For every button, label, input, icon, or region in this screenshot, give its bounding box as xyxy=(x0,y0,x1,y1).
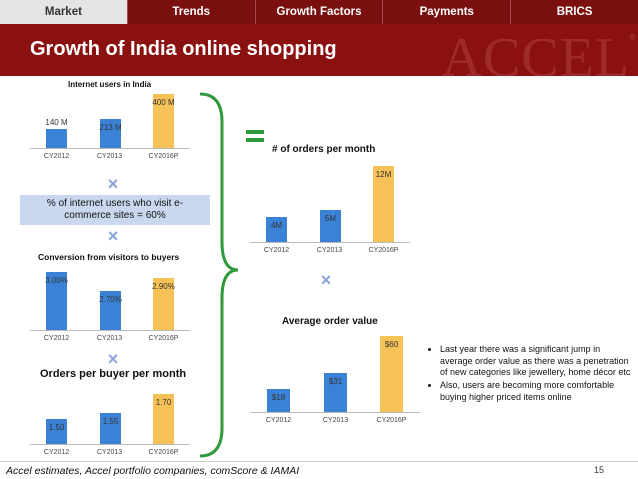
x-axis-line xyxy=(250,412,420,413)
data-label: 1.70 xyxy=(155,398,172,407)
chart-title: Orders per buyer per month xyxy=(40,368,187,380)
data-label: $18 xyxy=(271,393,286,402)
chart-title: Internet users in India xyxy=(68,80,152,89)
equals-icon xyxy=(246,130,264,142)
title-bar: ACCEL ® Growth of India online shopping xyxy=(0,24,638,76)
category-label: CY2013 xyxy=(96,449,123,456)
bullet-item: Last year there was a significant jump i… xyxy=(440,344,634,379)
category-label: CY2016P xyxy=(148,449,179,456)
bar-cy2012 xyxy=(267,389,290,412)
category-label: CY2013 xyxy=(96,153,123,160)
chart-title: Average order value xyxy=(282,316,378,327)
footer: Accel estimates, Accel portfolio compani… xyxy=(0,461,638,479)
bullet-item: Also, users are becoming more comfortabl… xyxy=(440,380,634,403)
visitor-share-box: % of internet users who visit e-commerce… xyxy=(20,195,210,225)
category-label: CY2012 xyxy=(43,153,70,160)
bar-cy2012 xyxy=(46,129,67,148)
data-label: 3.00% xyxy=(45,276,68,285)
chart-orders-per-month: # of orders per month 4M CY2012 5M CY2013 12… xyxy=(250,142,420,258)
category-label: CY2012 xyxy=(43,335,70,342)
data-label: 400 M xyxy=(152,98,175,107)
x-axis-line xyxy=(30,148,190,149)
data-label: 140 M xyxy=(45,118,68,127)
chart-conversion: Conversion from visitors to buyers 3.00%… xyxy=(30,250,200,346)
bar-cy2013 xyxy=(100,291,121,330)
chart-orders-per-buyer: Orders per buyer per month 1.50 CY2012 1.5… xyxy=(30,366,210,460)
chart-plot: 140 M CY2012 213 M CY2013 400 M CY2016P xyxy=(30,94,190,160)
data-label: 213 M xyxy=(99,123,122,132)
bar-cy2013 xyxy=(100,413,121,444)
tab-payments[interactable]: Payments xyxy=(383,0,512,24)
data-label: $31 xyxy=(328,377,343,386)
insight-bullets: Last year there was a significant jump i… xyxy=(428,344,634,404)
chart-title: # of orders per month xyxy=(272,144,376,155)
bar-cy2016p xyxy=(153,394,174,444)
category-label: CY2012 xyxy=(43,449,70,456)
category-label: CY2016P xyxy=(148,153,179,160)
chart-plot: 3.00% CY2012 2.70% CY2013 2.90% CY2016P xyxy=(30,272,190,342)
data-label: 1.50 xyxy=(48,423,65,432)
accel-watermark-logo: ACCEL xyxy=(441,27,630,76)
category-label: CY2016P xyxy=(376,417,407,424)
chart-internet-users: Internet users in India 140 M CY2012 213 M… xyxy=(30,78,200,168)
category-label: CY2013 xyxy=(322,417,349,424)
chart-plot: 1.50 CY2012 1.55 CY2013 1.70 CY2016P xyxy=(30,394,190,456)
bar-cy2016p xyxy=(380,336,403,412)
chart-title: Conversion from visitors to buyers xyxy=(38,252,180,262)
bar-cy2013 xyxy=(320,210,341,242)
bar-cy2012 xyxy=(266,217,287,242)
data-label: 1.55 xyxy=(102,417,119,426)
multiply-icon: × xyxy=(320,270,332,290)
bar-cy2012 xyxy=(46,272,67,330)
category-label: CY2013 xyxy=(316,247,343,254)
tab-trends[interactable]: Trends xyxy=(128,0,256,24)
multiply-icon: × xyxy=(107,226,119,246)
source-note: Accel estimates, Accel portfolio compani… xyxy=(6,465,300,477)
data-label: $60 xyxy=(384,340,399,349)
x-axis-line xyxy=(30,330,190,331)
category-label: CY2012 xyxy=(263,247,290,254)
data-label: 12M xyxy=(375,170,392,179)
right-curly-brace-icon xyxy=(199,92,239,458)
category-label: CY2016P xyxy=(368,247,399,254)
tab-growth-factors[interactable]: Growth Factors xyxy=(256,0,384,24)
x-axis-line xyxy=(30,444,190,445)
page-number: 15 xyxy=(593,465,604,475)
chart-average-order-value: Average order value $18 CY2012 $31 CY2013 $6… xyxy=(250,314,425,430)
bar-cy2016p xyxy=(153,94,174,148)
tab-brics[interactable]: BRICS xyxy=(556,6,593,18)
data-label: 2.70% xyxy=(99,295,122,304)
tab-market[interactable]: Market xyxy=(0,0,128,24)
bar-cy2012 xyxy=(46,419,67,444)
multiply-icon: × xyxy=(107,349,119,369)
chart-plot: 4M CY2012 5M CY2013 12M CY2016P xyxy=(250,166,410,254)
x-axis-line xyxy=(250,242,410,243)
section-tabs: Market Trends Growth Factors Payments BR… xyxy=(0,0,638,24)
bar-cy2013 xyxy=(324,373,347,412)
category-label: CY2012 xyxy=(265,417,292,424)
bar-cy2016p xyxy=(153,278,174,330)
data-label: 2.90% xyxy=(152,282,175,291)
data-label: 5M xyxy=(324,214,337,223)
multiply-icon: × xyxy=(107,174,119,194)
page-title: Growth of India online shopping xyxy=(30,38,337,60)
bar-cy2016p xyxy=(373,166,394,242)
chart-plot: $18 CY2012 $31 CY2013 $60 CY2016P xyxy=(250,336,420,424)
category-label: CY2016P xyxy=(148,335,179,342)
bar-cy2013 xyxy=(100,119,121,148)
category-label: CY2013 xyxy=(96,335,123,342)
registered-mark: ® xyxy=(629,32,636,42)
data-label: 4M xyxy=(270,221,283,230)
